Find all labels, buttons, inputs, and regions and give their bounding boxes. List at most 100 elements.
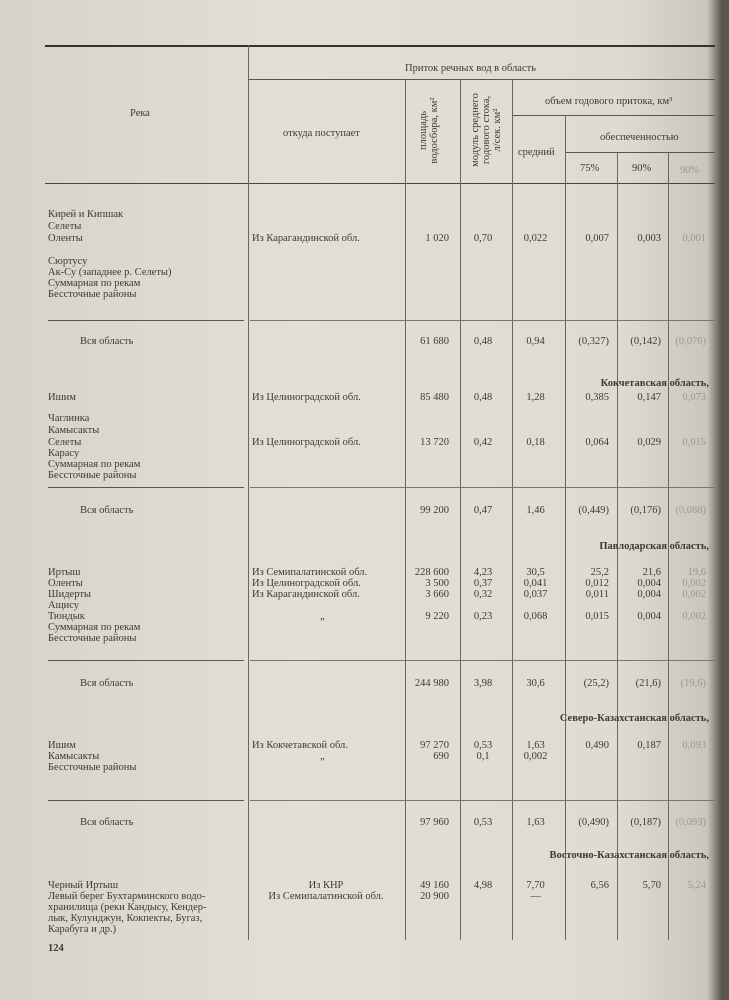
river-name: Оленты: [48, 233, 83, 244]
p90-cell: 0,187: [637, 740, 661, 751]
total-rule: [48, 320, 244, 321]
river-name: Ак-Су (западнее р. Селеты): [48, 267, 172, 278]
p90-cell: 0,004: [637, 611, 661, 622]
p75-cell: 0,011: [585, 589, 609, 600]
source-cell: Из КНР: [308, 880, 344, 891]
module-cell: 0,1: [476, 751, 490, 762]
total-p95-cell: (19,6): [680, 678, 706, 689]
source-cell: „: [320, 751, 325, 762]
total-mean-cell: 1,63: [526, 817, 545, 828]
total-p95-cell: (0,076): [675, 336, 706, 347]
header-module: модуль среднего годового стока, л/сек. км²: [470, 80, 503, 180]
river-name: Карабуга и др.): [48, 924, 117, 935]
p75-cell: 0,007: [585, 233, 609, 244]
river-name: Ащису: [48, 600, 80, 611]
p95-cell: 0,001: [682, 233, 706, 244]
river-name: Сюртусу: [48, 256, 88, 267]
total-rule: [250, 800, 715, 801]
river-name: лык, Кулунджун, Кокпекты, Бугаз,: [48, 913, 203, 924]
mean-cell: 0,022: [523, 233, 548, 244]
p95-cell: 0,002: [682, 589, 706, 600]
river-name: Тюндык: [48, 611, 85, 622]
total-mean-cell: 0,94: [526, 336, 545, 347]
total-rule: [48, 660, 244, 661]
river-name: Левый берег Бухтарминского водо-: [48, 891, 206, 902]
p75-cell: 0,015: [585, 611, 609, 622]
p90-cell: 0,004: [637, 589, 661, 600]
header-probability: обеспеченностью: [600, 132, 679, 143]
mean-cell: 30,5: [526, 567, 545, 578]
p75-cell: 0,012: [585, 578, 609, 589]
source-cell: Из Целиноградской обл.: [252, 392, 361, 403]
p75-cell: 0,385: [585, 392, 609, 403]
total-module-cell: 0,53: [473, 817, 493, 828]
total-area-cell: 97 960: [420, 817, 449, 828]
river-name: Ишим: [48, 740, 76, 751]
module-cell: 0,37: [473, 578, 493, 589]
total-area-cell: 61 680: [420, 336, 449, 347]
header-p90: 90%: [632, 163, 652, 174]
total-p75-cell: (0,449): [578, 505, 609, 516]
total-module-cell: 0,47: [473, 505, 493, 516]
total-module-cell: 3,98: [473, 678, 493, 689]
total-mean-cell: 30,6: [526, 678, 545, 689]
total-p95-cell: (0,088): [675, 505, 706, 516]
module-cell: 4,23: [473, 567, 493, 578]
module-cell: 0,48: [473, 392, 493, 403]
p90-cell: 21,6: [642, 567, 661, 578]
river-name: Суммарная по рекам: [48, 278, 141, 289]
header-volume: объем годового притока, км³: [545, 96, 673, 107]
mean-cell: 0,18: [526, 437, 545, 448]
header-mean: средний: [518, 147, 555, 158]
mean-cell: 0,037: [523, 589, 548, 600]
header-source: откуда поступает: [283, 128, 360, 139]
module-cell: 0,42: [473, 437, 493, 448]
section-title: Восточно-Казахстанская область,: [549, 850, 710, 861]
mean-cell: 0,041: [523, 578, 548, 589]
area-cell: 97 270: [420, 740, 449, 751]
total-p90-cell: (0,142): [630, 336, 661, 347]
section-title: Кокчетавская область,: [600, 378, 709, 389]
header-rule: [565, 152, 715, 153]
total-area-cell: 99 200: [420, 505, 449, 516]
river-name: Карасу: [48, 448, 80, 459]
river-name: Шидерты: [48, 589, 91, 600]
total-p75-cell: (0,327): [578, 336, 609, 347]
table-top-rule: [45, 45, 715, 47]
header-rule: [512, 115, 715, 116]
header-inflow: Приток речных вод в область: [405, 63, 537, 74]
mean-cell: 1,63: [526, 740, 545, 751]
total-mean-cell: 1,46: [526, 505, 545, 516]
p95-cell: 0,002: [682, 578, 706, 589]
river-name: Черный Иртыш: [48, 880, 119, 891]
river-name: Камысакты: [48, 751, 100, 762]
header-p95: 90%: [680, 165, 700, 176]
column-divider: [668, 152, 669, 940]
river-name: Бессточные районы: [48, 470, 137, 481]
river-name: Бессточные районы: [48, 633, 137, 644]
source-cell: „: [320, 611, 325, 622]
p95-cell: 19,6: [687, 567, 706, 578]
source-cell: Из Семипалатинской обл.: [252, 567, 368, 578]
total-area-cell: 244 980: [414, 678, 449, 689]
p90-cell: 0,147: [637, 392, 661, 403]
header-module-line: модуль среднего: [470, 93, 481, 167]
total-p90-cell: (0,176): [630, 505, 661, 516]
area-cell: 20 900: [420, 891, 449, 902]
mean-cell: 7,70: [526, 880, 545, 891]
header-area-line: водосбора, км²: [429, 97, 440, 164]
total-label: Вся область: [80, 817, 134, 828]
section-title: Павлодарская область,: [599, 541, 709, 552]
river-name: Камысакты: [48, 425, 100, 436]
p90-cell: 0,004: [637, 578, 661, 589]
mean-cell: 0,002: [523, 751, 548, 762]
river-name: Кирей и Кипшак: [48, 209, 124, 220]
module-cell: 4,98: [473, 880, 493, 891]
p95-cell: 5,24: [687, 880, 706, 891]
total-p90-cell: (0,187): [630, 817, 661, 828]
river-name: Чаглинка: [48, 413, 90, 424]
area-cell: 49 160: [420, 880, 449, 891]
module-cell: 0,32: [473, 589, 493, 600]
page-number: 124: [48, 943, 64, 954]
header-river: Река: [130, 108, 150, 119]
